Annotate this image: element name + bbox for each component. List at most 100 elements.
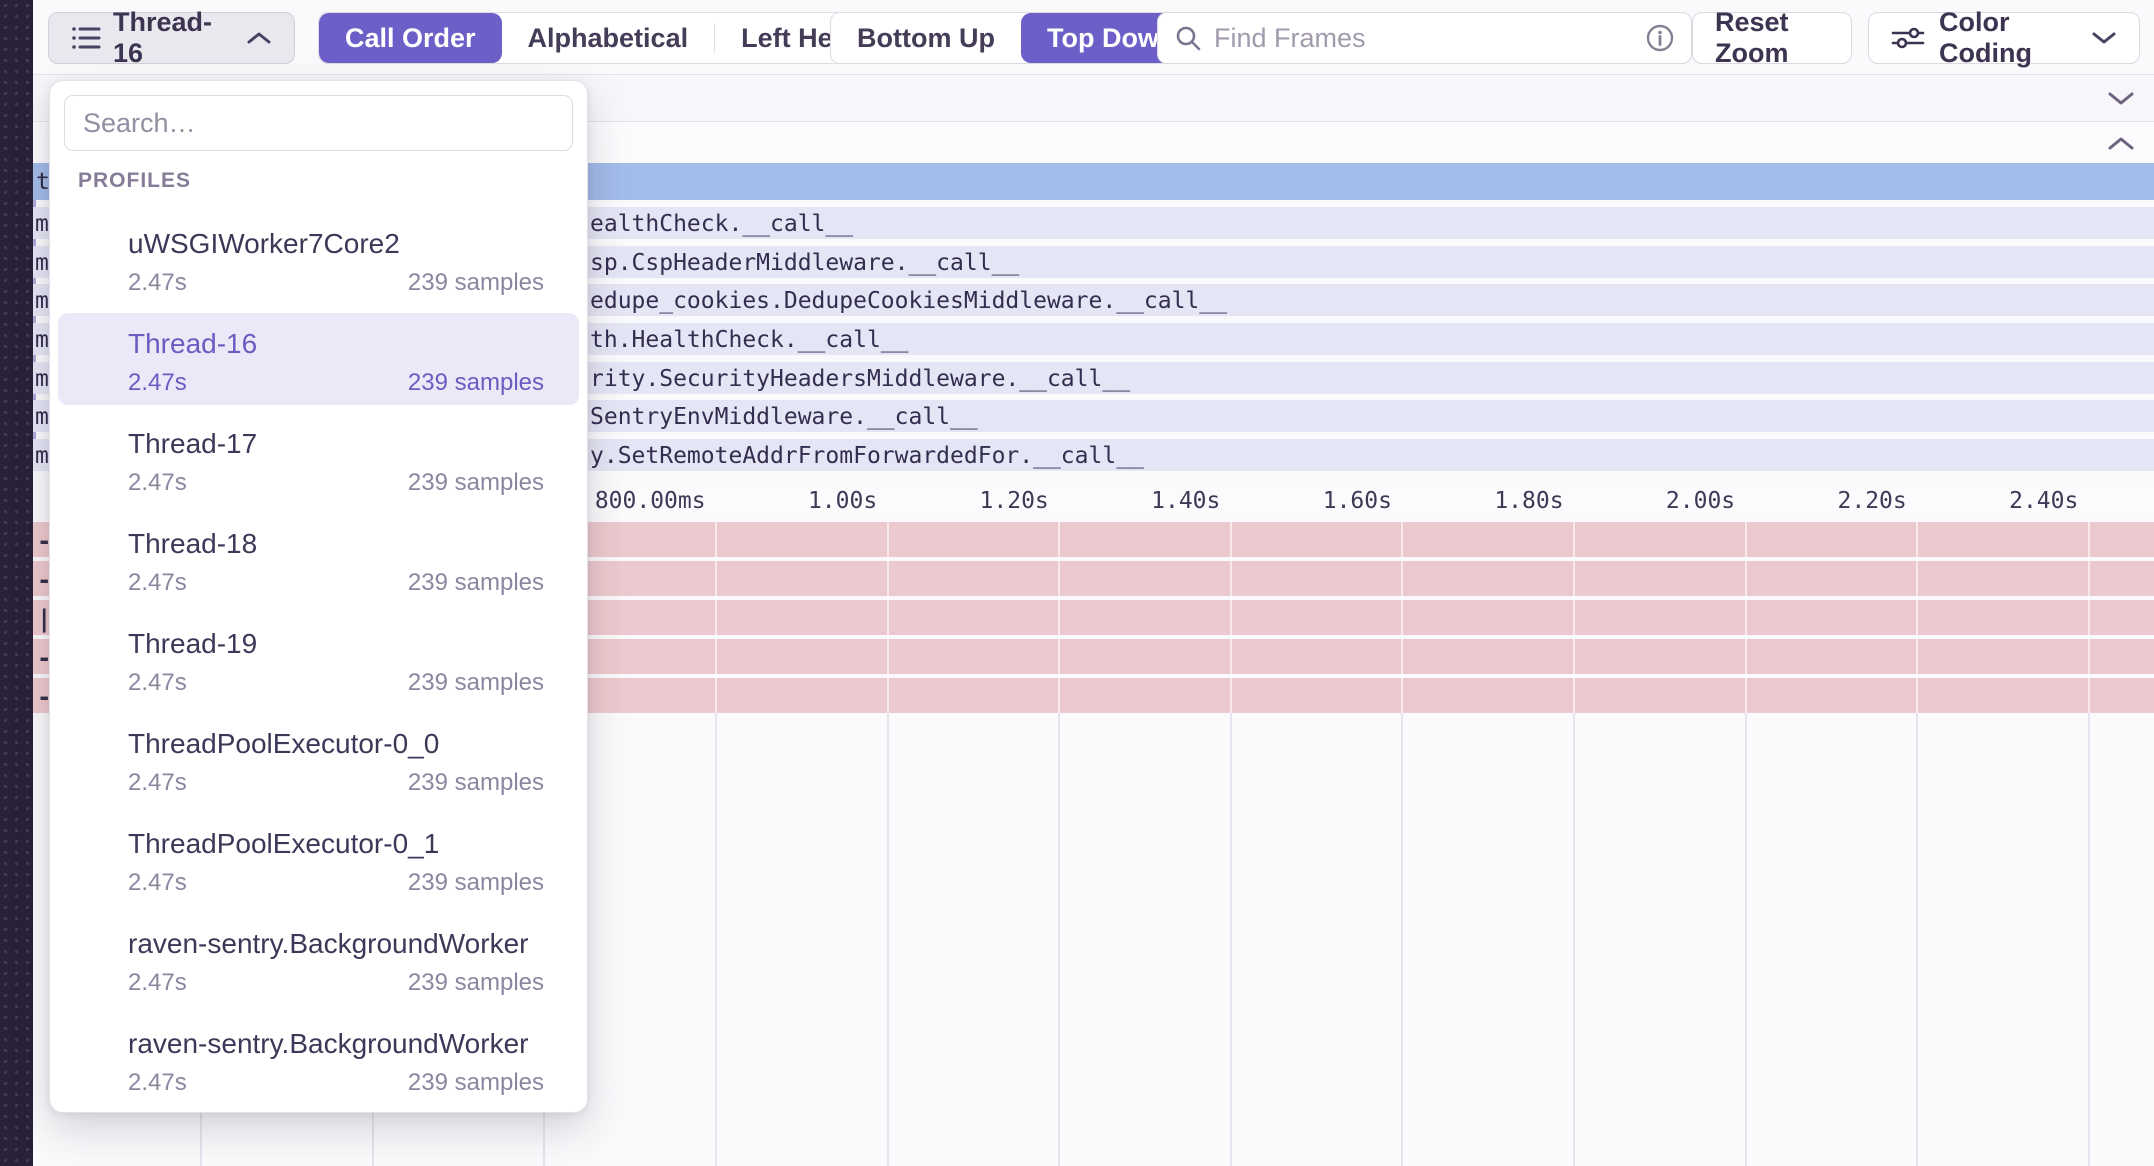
dropdown-thread-item[interactable]: Thread-16 2.47s 239 samples xyxy=(50,311,587,411)
time-axis-tick-label: 2.00s xyxy=(1665,488,1736,514)
thread-list-icon xyxy=(71,25,101,51)
minimap-fragment: - xyxy=(37,644,52,672)
thread-name: uWSGIWorker7Core2 xyxy=(128,228,400,259)
dropdown-thread-item[interactable]: uWSGIWorker7Core2 2.47s 239 samples xyxy=(50,211,587,311)
dropdown-thread-item[interactable]: Thread-19 2.47s 239 samples xyxy=(50,611,587,711)
chevron-up-icon[interactable] xyxy=(2106,134,2136,152)
dropdown-search-input[interactable]: Search… xyxy=(64,95,573,151)
direction-segmented-control: Bottom Up Top Down xyxy=(830,12,1203,64)
gridline xyxy=(1744,713,1747,1166)
search-icon xyxy=(1174,24,1202,52)
gridline xyxy=(886,522,889,713)
find-frames-search-input[interactable]: Find Frames xyxy=(1157,12,1692,64)
time-axis-ticks: 800.00ms 1.00s 1.20s 1.40s 1.60s 1.80s 2… xyxy=(543,483,2087,519)
frame-left-fragment: m xyxy=(35,365,49,392)
dropdown-item-list: uWSGIWorker7Core2 2.47s 239 samples Thre… xyxy=(50,211,587,1111)
thread-duration: 2.47s xyxy=(128,769,187,796)
gridline xyxy=(2087,713,2090,1166)
segment-divider xyxy=(714,23,716,53)
thread-samples: 239 samples xyxy=(407,969,544,996)
thread-samples: 239 samples xyxy=(407,1069,544,1096)
frame-left-fragment: m xyxy=(35,288,49,315)
gridline xyxy=(2087,522,2090,713)
frame-left-fragment: m xyxy=(35,211,49,237)
info-icon[interactable] xyxy=(1645,23,1675,53)
time-axis-tick-label: 1.40s xyxy=(1151,488,1221,514)
dropdown-thread-item[interactable]: Thread-18 2.47s 239 samples xyxy=(50,511,587,611)
chevron-up-icon xyxy=(246,30,272,46)
time-axis-tick-label: 1.00s xyxy=(807,488,878,514)
dropdown-thread-item[interactable]: ThreadPoolExecutor-0_0 2.47s 239 samples xyxy=(50,711,587,811)
thread-name: raven-sentry.BackgroundWorker xyxy=(128,1028,529,1059)
dropdown-item-content: ThreadPoolExecutor-0_0 2.47s 239 samples xyxy=(58,713,579,805)
direction-option-bottom-up[interactable]: Bottom Up xyxy=(857,22,995,53)
dropdown-item-content: raven-sentry.BackgroundWorker 2.47s 239 … xyxy=(58,913,579,1005)
thread-dropdown-panel: Search… PROFILES uWSGIWorker7Core2 2.47s… xyxy=(49,80,588,1113)
thread-duration: 2.47s xyxy=(128,669,187,696)
time-axis-tick-label: 1.80s xyxy=(1494,488,1564,514)
dropdown-thread-item[interactable]: Thread-17 2.47s 239 samples xyxy=(50,411,587,511)
color-coding-button[interactable]: Color Coding xyxy=(1868,7,2140,68)
thread-duration: 2.47s xyxy=(128,569,187,596)
minimap-fragment: - xyxy=(37,527,52,555)
sort-option-alphabetical[interactable]: Alphabetical xyxy=(527,22,689,53)
dropdown-item-content: Thread-19 2.47s 239 samples xyxy=(58,613,579,705)
thread-duration: 2.47s xyxy=(128,269,187,296)
time-axis-tick-label: 2.20s xyxy=(1837,488,1907,514)
dropdown-thread-item[interactable]: raven-sentry.BackgroundWorker 2.47s 239 … xyxy=(50,1011,587,1111)
gridline xyxy=(886,713,889,1166)
frame-left-fragment: m xyxy=(35,443,49,470)
thread-name: ThreadPoolExecutor-0_1 xyxy=(128,828,440,859)
dropdown-thread-item[interactable]: raven-sentry.BackgroundWorker 2.47s 239 … xyxy=(50,911,587,1011)
frame-fragment: t xyxy=(36,169,50,195)
thread-selector-button[interactable]: Thread-16 xyxy=(48,7,295,68)
thread-duration: 2.47s xyxy=(128,469,187,496)
time-axis-tick-label: 1.20s xyxy=(979,488,1049,514)
time-axis-tick-label: 2.40s xyxy=(2009,488,2079,514)
chart-left-edge-line xyxy=(33,163,36,471)
minimap-fragment: - xyxy=(37,566,52,594)
thread-samples: 239 samples xyxy=(407,269,544,296)
thread-meta: 2.47s 239 samples xyxy=(128,769,544,797)
gridline xyxy=(715,713,717,1166)
gridline xyxy=(1401,522,1404,713)
reset-zoom-label: Reset Zoom xyxy=(1715,7,1789,68)
thread-meta: 2.47s 239 samples xyxy=(128,269,544,297)
thread-samples: 239 samples xyxy=(407,369,544,396)
thread-selector-label: Thread-16 xyxy=(113,7,213,68)
thread-meta: 2.47s 239 samples xyxy=(128,869,544,897)
reset-zoom-button[interactable]: Reset Zoom xyxy=(1692,7,1852,68)
dropdown-item-content: ThreadPoolExecutor-0_1 2.47s 239 samples xyxy=(58,813,579,905)
dropdown-item-content: Thread-18 2.47s 239 samples xyxy=(58,513,579,605)
gridline xyxy=(1229,522,1232,713)
thread-meta: 2.47s 239 samples xyxy=(128,469,544,497)
frame-label: y.SetRemoteAddrFromForwardedFor.__call__ xyxy=(590,443,1144,470)
gridline xyxy=(1058,713,1061,1166)
thread-name: Thread-19 xyxy=(128,628,258,659)
dropdown-thread-item[interactable]: ThreadPoolExecutor-0_1 2.47s 239 samples xyxy=(50,811,587,911)
thread-samples: 239 samples xyxy=(407,869,544,896)
dropdown-item-content: Thread-16 2.47s 239 samples xyxy=(58,313,579,405)
thread-meta: 2.47s 239 samples xyxy=(128,369,544,397)
gridline xyxy=(1058,522,1061,713)
chevron-down-icon xyxy=(2091,30,2117,46)
thread-meta: 2.47s 239 samples xyxy=(128,669,544,697)
sliders-icon xyxy=(1891,26,1925,50)
thread-name: Thread-18 xyxy=(128,528,258,559)
dropdown-section-header: PROFILES xyxy=(78,169,192,192)
gridline xyxy=(1401,713,1404,1166)
chevron-down-icon[interactable] xyxy=(2106,89,2136,107)
thread-duration: 2.47s xyxy=(128,369,187,396)
thread-meta: 2.47s 239 samples xyxy=(128,569,544,597)
thread-meta: 2.47s 239 samples xyxy=(128,969,544,997)
thread-name: Thread-16 xyxy=(128,328,258,359)
gridline xyxy=(1916,713,1919,1166)
sort-option-call-order[interactable]: Call Order xyxy=(319,13,502,63)
dropdown-item-content: raven-sentry.BackgroundWorker 2.47s 239 … xyxy=(58,1013,579,1105)
dropdown-item-content: uWSGIWorker7Core2 2.47s 239 samples xyxy=(58,213,579,305)
thread-name: ThreadPoolExecutor-0_0 xyxy=(128,728,440,759)
minimap-fragment: | xyxy=(37,605,52,633)
frame-left-fragment: m xyxy=(35,249,49,276)
frame-label: SentryEnvMiddleware.__call__ xyxy=(590,404,978,431)
